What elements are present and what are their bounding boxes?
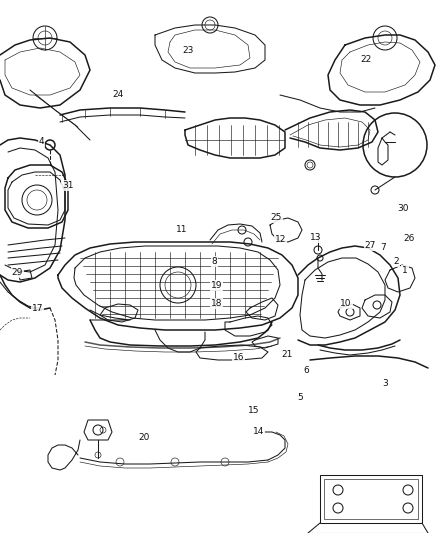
Text: 8: 8 [212,257,218,265]
Text: 3: 3 [382,379,389,388]
Text: 22: 22 [360,55,371,64]
Text: 20: 20 [139,433,150,441]
Text: 13: 13 [310,233,321,241]
Bar [324,479,418,519]
Text: 4: 4 [39,137,44,146]
Text: 15: 15 [248,406,260,415]
Text: 17: 17 [32,304,43,312]
Text: 5: 5 [297,393,303,401]
Text: 18: 18 [211,300,223,308]
Text: 19: 19 [211,281,223,289]
Text: 7: 7 [380,244,386,252]
Text: 25: 25 [270,213,282,222]
Bar [320,475,422,523]
Text: 27: 27 [364,241,376,249]
Text: 10: 10 [340,300,352,308]
Text: 16: 16 [233,353,244,361]
Text: 24: 24 [113,91,124,99]
Text: 14: 14 [253,427,264,436]
Text: 29: 29 [12,269,23,277]
Text: 23: 23 [183,46,194,55]
Polygon shape [18,270,32,280]
Text: 1: 1 [402,266,408,275]
Text: 21: 21 [281,350,293,359]
Text: 31: 31 [62,181,74,190]
Text: 2: 2 [394,257,399,265]
Text: 11: 11 [176,225,187,233]
Text: 26: 26 [404,235,415,243]
Text: 6: 6 [304,366,310,375]
Text: 30: 30 [397,205,409,213]
Text: 12: 12 [275,236,286,244]
Polygon shape [84,420,112,440]
